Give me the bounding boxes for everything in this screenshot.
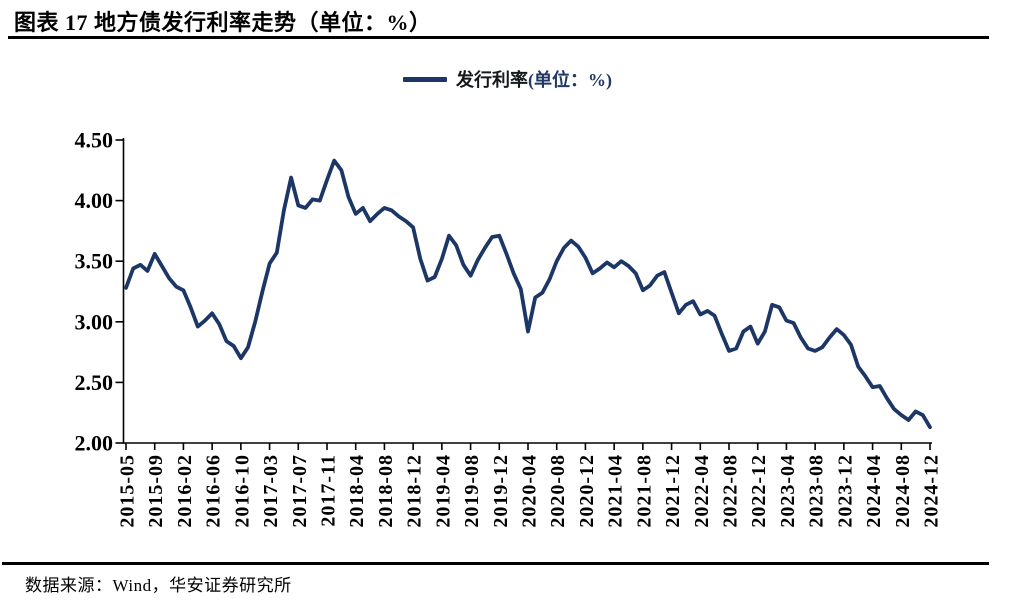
x-tick-label: 2020-12: [576, 454, 598, 528]
x-tick-label: 2017-07: [289, 454, 311, 528]
y-tick-label: 2.50: [75, 370, 114, 395]
x-tick-label: 2017-11: [318, 454, 340, 527]
x-tick-label: 2016-02: [174, 454, 196, 528]
x-tick-label: 2023-04: [777, 454, 799, 528]
y-tick-label: 3.50: [75, 249, 114, 274]
x-tick-label: 2020-04: [519, 454, 541, 528]
x-tick-label: 2019-04: [432, 454, 454, 528]
y-tick-label: 4.00: [75, 188, 114, 213]
x-tick-label: 2022-12: [748, 454, 770, 528]
x-tick-label: 2018-08: [375, 454, 397, 528]
legend-series-unit: (单位：%): [528, 70, 612, 90]
x-tick-label: 2016-10: [231, 454, 253, 528]
x-tick-label: 2021-12: [662, 454, 684, 528]
x-tick-label: 2023-08: [806, 454, 828, 528]
y-tick-label: 3.00: [75, 309, 114, 334]
legend-series-label: 发行利率: [456, 70, 528, 90]
x-tick-label: 2016-06: [203, 454, 225, 528]
x-tick-label: 2017-03: [260, 454, 282, 528]
x-tick-label: 2015-05: [117, 454, 139, 528]
y-tick-label: 4.50: [75, 128, 114, 153]
title-divider: [8, 36, 989, 39]
chart-legend: 发行利率 (单位：%): [0, 66, 1015, 92]
x-tick-label: 2020-08: [547, 454, 569, 528]
y-tick-label: 2.00: [75, 431, 114, 456]
legend-line-swatch: [403, 76, 447, 82]
x-tick-label: 2024-12: [921, 454, 943, 528]
x-tick-label: 2021-08: [633, 454, 655, 528]
x-tick-label: 2022-08: [720, 454, 742, 528]
x-tick-label: 2015-09: [145, 454, 167, 528]
x-tick-label: 2018-12: [404, 454, 426, 528]
x-tick-label: 2024-08: [892, 454, 914, 528]
x-tick-label: 2018-04: [346, 454, 368, 528]
figure-title: 图表 17 地方债发行利率走势（单位：%）: [14, 10, 432, 35]
x-tick-label: 2021-04: [605, 454, 627, 528]
series-line-issuance-rate: [124, 158, 932, 430]
x-tick-label: 2019-08: [461, 454, 483, 528]
x-tick-label: 2022-04: [691, 454, 713, 528]
footer-divider: [2, 562, 989, 565]
x-tick-label: 2019-12: [490, 454, 512, 528]
x-tick-label: 2024-04: [863, 454, 885, 528]
data-source-note: 数据来源：Wind，华安证券研究所: [25, 576, 292, 595]
x-tick-label: 2023-12: [834, 454, 856, 528]
